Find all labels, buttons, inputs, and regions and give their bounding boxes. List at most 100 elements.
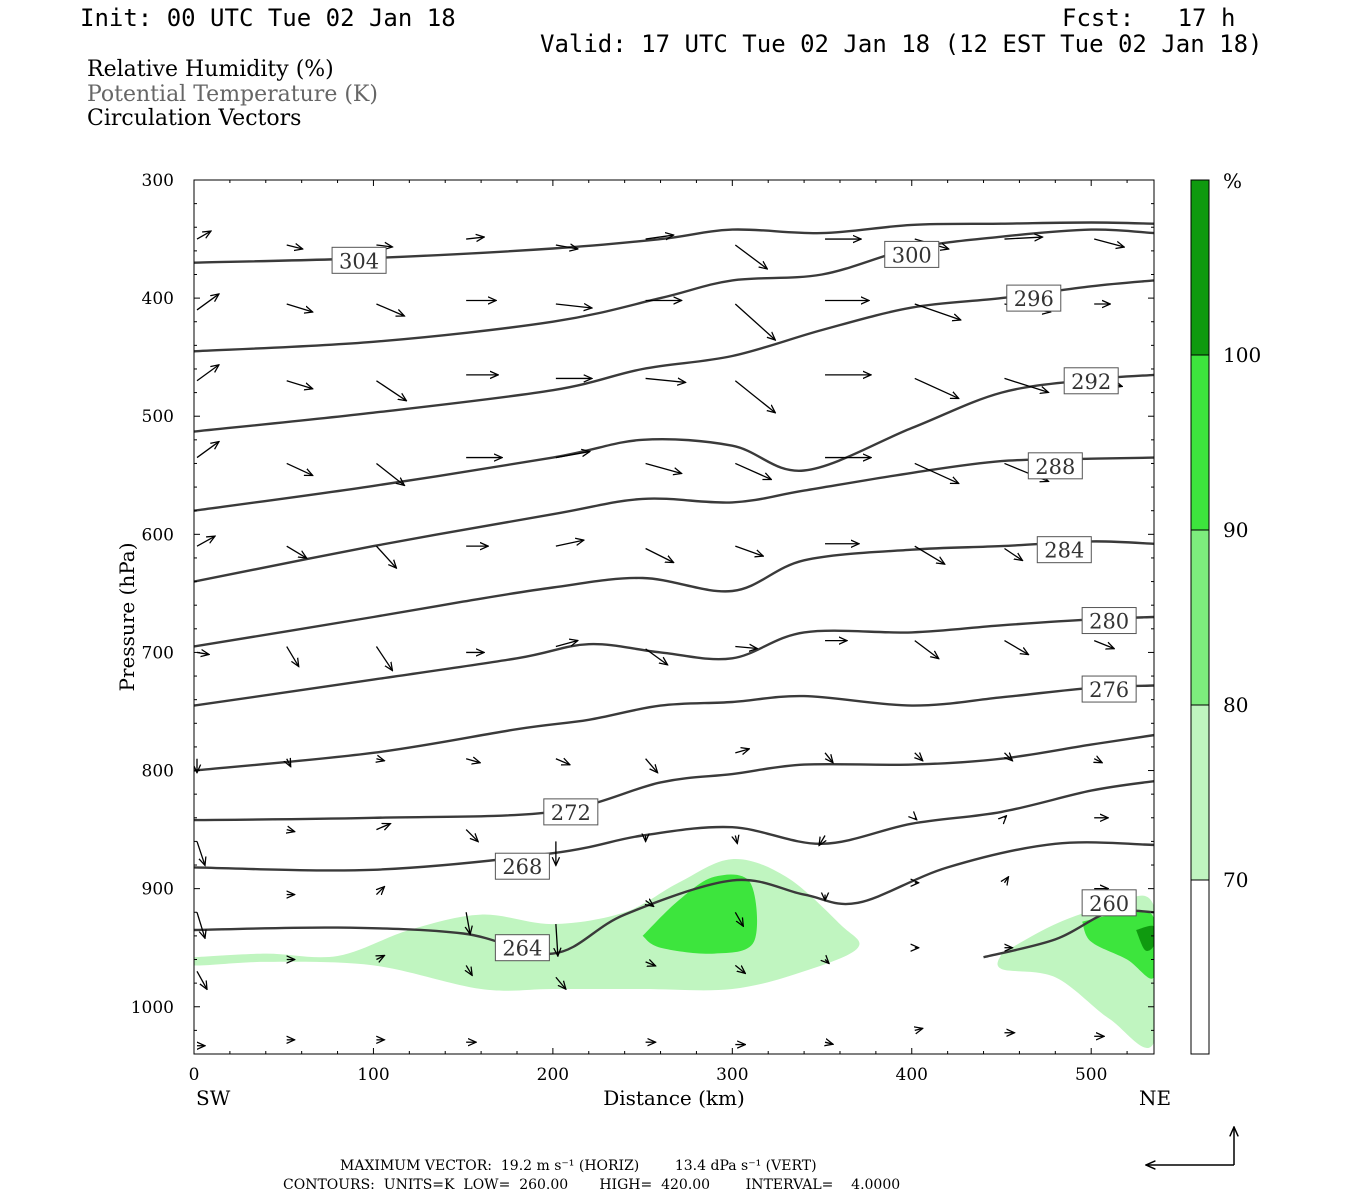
circulation-vector (375, 545, 396, 568)
x-tick-label: 0 (189, 1065, 200, 1085)
theta-contour-280 (194, 615, 1154, 707)
circulation-vector (1094, 759, 1102, 763)
circulation-vector (735, 749, 749, 753)
circulation-vector (286, 646, 299, 667)
colorbar-band (1191, 705, 1209, 880)
circulation-vector (734, 911, 743, 926)
circulation-vector (465, 759, 480, 763)
circulation-vector (914, 462, 959, 483)
colorbar-unit: % (1223, 169, 1242, 193)
colorbar-level-label: 90 (1223, 518, 1248, 542)
colorbar-level-label: 80 (1223, 693, 1248, 717)
x-tick-label: 100 (357, 1065, 389, 1085)
circulation-vector (196, 442, 219, 459)
circulation-vector (376, 887, 384, 895)
theta-contour-284 (194, 540, 1154, 648)
circulation-vector (1004, 237, 1042, 239)
circulation-vector (196, 912, 205, 938)
circulation-vector (196, 536, 215, 547)
theta-label-268: 268 (494, 852, 550, 880)
circulation-vector (555, 641, 578, 648)
colorbar-band (1191, 530, 1209, 705)
circulation-vector (915, 818, 917, 820)
x-left-end-label: SW (196, 1086, 231, 1110)
x-tick-label: 300 (716, 1065, 748, 1085)
colorbar-band (1191, 880, 1209, 1054)
svg-text:288: 288 (1035, 455, 1075, 479)
circulation-vector (196, 294, 219, 311)
circulation-vector (645, 648, 668, 665)
forecast-hour: Fcst: 17 h (1062, 4, 1236, 32)
circulation-vector (646, 900, 654, 906)
circulation-vector (734, 964, 745, 973)
circulation-vector (555, 759, 570, 765)
circulation-vector (287, 759, 291, 767)
circulation-vector (734, 380, 775, 413)
circulation-vector (914, 545, 945, 564)
theta-label-304: 304 (331, 246, 387, 274)
legend-rh: Relative Humidity (%) (87, 57, 334, 82)
svg-text:276: 276 (1089, 678, 1129, 702)
circulation-vector (645, 962, 656, 966)
svg-text:284: 284 (1044, 539, 1084, 563)
colorbar-band (1191, 180, 1209, 355)
svg-text:292: 292 (1071, 370, 1111, 394)
circulation-vector (376, 380, 406, 401)
colorbar-level-label: 100 (1223, 343, 1261, 367)
circulation-vector (555, 452, 590, 459)
theta-contour-304 (194, 221, 1154, 264)
circulation-vector (465, 829, 478, 842)
circulation-vector (1094, 238, 1124, 247)
x-axis-label: Distance (km) (603, 1086, 745, 1110)
circulation-vector (466, 912, 470, 934)
svg-text:296: 296 (1014, 287, 1054, 311)
colorbar-band (1191, 355, 1209, 530)
x-tick-label: 400 (896, 1065, 928, 1085)
theta-contour-292 (194, 373, 1154, 512)
circulation-vector (196, 971, 207, 989)
circulation-vector (735, 462, 771, 479)
circulation-vector (376, 462, 404, 485)
circulation-vector (825, 1042, 833, 1044)
circulation-vector (196, 365, 219, 382)
circulation-vector (376, 824, 390, 830)
circulation-vector (555, 540, 584, 547)
theta-label-288: 288 (1027, 452, 1083, 480)
theta-label-264: 264 (494, 934, 550, 962)
rh-region-90-2 (642, 874, 758, 954)
rh-region-100-4 (1136, 925, 1154, 951)
theta-contour-288 (194, 456, 1154, 583)
circulation-vector (734, 303, 775, 340)
y-tick-label: 300 (142, 171, 174, 191)
svg-text:264: 264 (502, 937, 542, 961)
y-tick-label: 900 (142, 880, 174, 900)
svg-text:304: 304 (339, 249, 379, 273)
svg-text:268: 268 (502, 855, 542, 879)
theta-label-292: 292 (1063, 367, 1119, 395)
circulation-vector (1004, 547, 1022, 560)
circulation-vector (825, 960, 829, 964)
theta-contour-300 (194, 228, 1154, 353)
y-tick-label: 500 (142, 407, 174, 427)
circulation-vector (1004, 877, 1008, 883)
circulation-vector (376, 303, 404, 316)
theta-label-284: 284 (1036, 536, 1092, 564)
circulation-vector (555, 245, 578, 249)
circulation-vector (286, 380, 313, 389)
svg-text:280: 280 (1089, 610, 1129, 634)
circulation-vector (556, 924, 558, 956)
colorbar-level-label: 70 (1223, 868, 1248, 892)
circulation-vector (915, 1028, 923, 1030)
circulation-vector (645, 462, 682, 473)
max-vector-note: MAXIMUM VECTOR: 19.2 m s⁻¹ (HORIZ) 13.4 … (340, 1158, 817, 1174)
theta-label-300: 300 (884, 240, 940, 268)
svg-text:260: 260 (1089, 892, 1129, 916)
circulation-vector (915, 753, 923, 761)
circulation-vector (914, 640, 939, 659)
valid-time: Valid: 17 UTC Tue 02 Jan 18 (12 EST Tue … (540, 30, 1263, 58)
theta-label-272: 272 (543, 798, 599, 826)
y-axis-label: Pressure (hPa) (115, 543, 139, 692)
contour-note: CONTOURS: UNITS=K LOW= 260.00 HIGH= 420.… (283, 1177, 901, 1193)
circulation-vector (1004, 753, 1012, 761)
